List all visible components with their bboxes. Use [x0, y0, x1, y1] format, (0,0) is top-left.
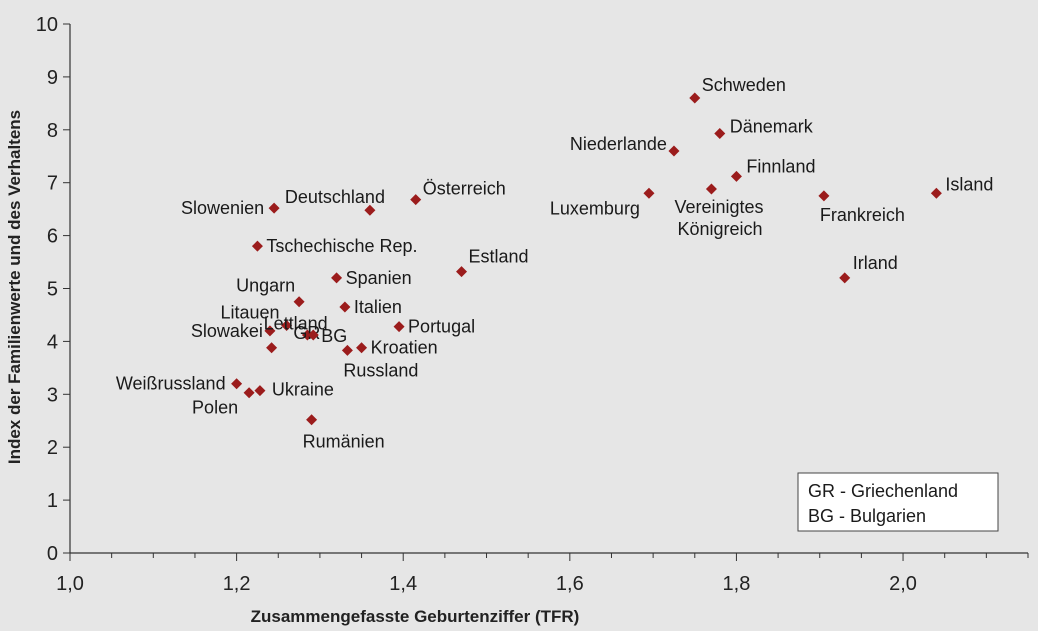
y-tick-label: 5	[47, 279, 58, 301]
data-point	[306, 414, 318, 426]
data-point	[281, 320, 293, 332]
data-point-label: Dänemark	[730, 117, 814, 137]
data-point-label: Island	[945, 174, 993, 194]
data-points: Schweden Dänemark Niederlande Finnland Islan…	[116, 75, 994, 452]
data-point-label: BG	[321, 326, 347, 346]
data-point	[668, 145, 680, 157]
y-tick-label: 10	[36, 14, 58, 36]
data-point-label: Portugal	[408, 317, 475, 337]
data-point	[410, 194, 422, 206]
x-axis-title: Zusammengefasste Geburtenziffer (TFR)	[251, 607, 580, 626]
data-point-label: Kroatien	[371, 338, 438, 358]
axis-ticks	[63, 23, 1029, 561]
data-point	[293, 296, 305, 308]
data-point	[254, 385, 266, 397]
x-tick-label: 1,8	[723, 573, 751, 595]
data-point-label: Schweden	[702, 75, 786, 95]
data-point-label: Spanien	[346, 268, 412, 288]
data-point	[251, 240, 263, 252]
legend-frame	[797, 472, 999, 532]
data-point-label: Lettland	[264, 314, 328, 334]
data-point	[705, 183, 717, 195]
y-tick-labels: 0 1 2 3 4 5 6 7 8 9 10	[36, 14, 58, 565]
data-point	[231, 378, 243, 390]
data-point-label: Weißrussland	[116, 374, 226, 394]
data-point	[714, 128, 726, 140]
y-tick-label: 0	[47, 543, 58, 565]
data-point-label: Estland	[469, 247, 529, 267]
y-tick-label: 6	[47, 226, 58, 248]
x-tick-labels: 1,0 1,2 1,4 1,6 1,8 2,0	[56, 573, 917, 595]
data-point	[689, 92, 701, 104]
data-point	[364, 204, 376, 216]
y-axis-title: Index der Familienwerte und des Verhalte…	[5, 110, 24, 464]
y-tick-label: 1	[47, 490, 58, 512]
data-point-label: Österreich	[423, 179, 506, 199]
data-point	[930, 187, 942, 199]
data-point-label: Luxemburg	[550, 198, 640, 218]
data-point	[393, 321, 405, 333]
plot-background	[70, 24, 1028, 553]
data-point	[356, 342, 368, 354]
data-point	[331, 272, 343, 284]
x-tick-label: 1,2	[223, 573, 251, 595]
data-point-label: Irland	[853, 253, 898, 273]
data-point	[301, 329, 313, 341]
data-point-label: Slowakei	[191, 321, 263, 341]
data-point-label: Finnland	[746, 156, 815, 176]
legend-entry-bg: BG - Bulgarien	[808, 506, 926, 526]
data-point	[643, 187, 655, 199]
x-tick-label: 1,6	[556, 573, 584, 595]
data-point-label: Deutschland	[285, 187, 385, 207]
data-point-label: Niederlande	[570, 134, 667, 154]
x-tick-label: 1,4	[389, 573, 417, 595]
data-point	[307, 329, 319, 341]
data-point	[268, 202, 280, 214]
data-point	[266, 342, 278, 354]
data-point-label: Ungarn	[236, 276, 295, 296]
data-point	[730, 170, 742, 182]
data-point	[243, 387, 255, 399]
y-tick-label: 4	[47, 331, 58, 353]
data-point	[818, 190, 830, 202]
data-point	[839, 272, 851, 284]
x-tick-label: 2,0	[889, 573, 917, 595]
data-point-label: Frankreich	[820, 205, 905, 225]
data-point	[264, 325, 276, 337]
data-point	[339, 301, 351, 313]
legend-entry-gr: GR - Griechenland	[808, 481, 958, 501]
x-tick-label: 1,0	[56, 573, 84, 595]
y-tick-label: 8	[47, 120, 58, 142]
data-point-label: Russland	[343, 360, 418, 380]
y-tick-label: 2	[47, 437, 58, 459]
data-point-label: Tschechische Rep.	[266, 236, 417, 256]
legend-box: GR - Griechenland BG - Bulgarien	[797, 472, 999, 532]
data-point-label: Polen	[192, 398, 238, 418]
data-point	[341, 344, 353, 356]
y-tick-label: 7	[47, 173, 58, 195]
data-point-label: Slowenien	[181, 198, 264, 218]
y-tick-label: 9	[47, 67, 58, 89]
data-point-label: Italien	[354, 297, 402, 317]
data-point-label: Vereinigtes Königreich	[674, 197, 763, 239]
data-point-label: Ukraine	[272, 380, 334, 400]
data-point	[456, 266, 468, 278]
y-tick-label: 3	[47, 384, 58, 406]
data-point-label: Litauen	[221, 303, 280, 323]
data-point-label: Rumänien	[303, 432, 385, 452]
